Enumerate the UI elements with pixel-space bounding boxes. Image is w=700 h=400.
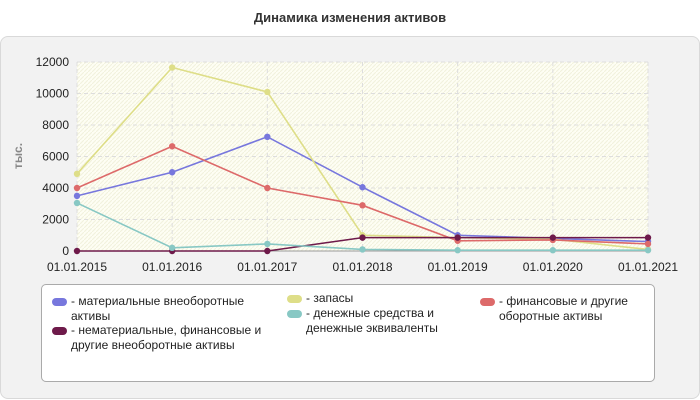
x-tick-label: 01.01.2021 (618, 260, 678, 274)
data-point[interactable] (168, 169, 176, 176)
data-point[interactable] (454, 234, 461, 241)
y-tick-label: 6000 (42, 150, 69, 164)
data-point[interactable] (359, 246, 366, 253)
data-point[interactable] (264, 247, 271, 255)
series-4 (73, 199, 652, 254)
y-tick-label: 0 (62, 244, 69, 258)
legend-item-financial[interactable]: - финансовые и другие оборотные активы (480, 294, 650, 324)
legend-swatch (480, 298, 495, 306)
legend-swatch (52, 298, 67, 306)
legend-label: - денежные средства и денежные эквивален… (306, 306, 438, 335)
data-point[interactable] (454, 247, 461, 254)
legend-label: - материальные внеоборотные активы (71, 294, 244, 323)
y-tick-label: 12000 (36, 55, 70, 69)
x-tick-label: 01.01.2018 (332, 260, 392, 274)
x-tick-label: 01.01.2015 (47, 260, 107, 274)
data-point[interactable] (359, 234, 366, 241)
series-group (73, 64, 652, 255)
legend-item-inventory[interactable]: - запасы (287, 291, 477, 306)
chart-title: Динамика изменения активов (253, 10, 447, 25)
x-axis-tick-labels: 01.01.2015 01.01.2016 01.01.2017 01.01.2018… (47, 260, 678, 274)
x-tick-label: 01.01.2019 (428, 260, 488, 274)
data-point[interactable] (644, 247, 652, 254)
data-point[interactable] (168, 143, 176, 150)
data-point[interactable] (73, 184, 81, 192)
legend-label: - финансовые и другие оборотные активы (499, 294, 628, 323)
data-point[interactable] (549, 247, 557, 254)
data-point[interactable] (644, 234, 652, 241)
data-point[interactable] (264, 240, 271, 248)
legend-swatch (52, 327, 67, 335)
y-tick-label: 2000 (42, 213, 69, 227)
legend-label: - запасы (306, 291, 354, 305)
legend-label: - нематериальные, финансовые и другие вн… (71, 323, 262, 352)
y-axis-tick-labels: 0 2000 4000 6000 8000 10000 12000 (36, 55, 70, 258)
legend-swatch (287, 310, 302, 318)
data-point[interactable] (73, 199, 81, 207)
data-point[interactable] (264, 133, 271, 141)
y-tick-label: 4000 (42, 181, 69, 195)
data-point[interactable] (73, 170, 81, 178)
data-point[interactable] (549, 234, 557, 241)
x-tick-label: 01.01.2017 (237, 260, 297, 274)
legend-item-material[interactable]: - материальные внеоборотные активы (52, 294, 277, 324)
legend-swatch (287, 295, 302, 303)
x-tick-label: 01.01.2016 (142, 260, 202, 274)
data-point[interactable] (168, 244, 176, 252)
data-point[interactable] (73, 247, 81, 255)
legend-item-cash[interactable]: - денежные средства и денежные эквивален… (287, 306, 477, 336)
data-point[interactable] (168, 64, 176, 71)
x-tick-label: 01.01.2020 (523, 260, 583, 274)
data-point[interactable] (644, 240, 652, 248)
data-point[interactable] (359, 184, 366, 191)
y-tick-label: 8000 (42, 118, 69, 132)
y-axis-label: тыс. (11, 143, 25, 169)
legend-item-intangible[interactable]: - нематериальные, финансовые и другие вн… (52, 323, 262, 353)
data-point[interactable] (264, 184, 271, 192)
data-point[interactable] (73, 192, 81, 200)
data-point[interactable] (359, 202, 366, 209)
data-point[interactable] (264, 88, 271, 96)
legend: - материальные внеоборотные активы - нем… (41, 284, 655, 382)
y-tick-label: 10000 (36, 87, 70, 101)
